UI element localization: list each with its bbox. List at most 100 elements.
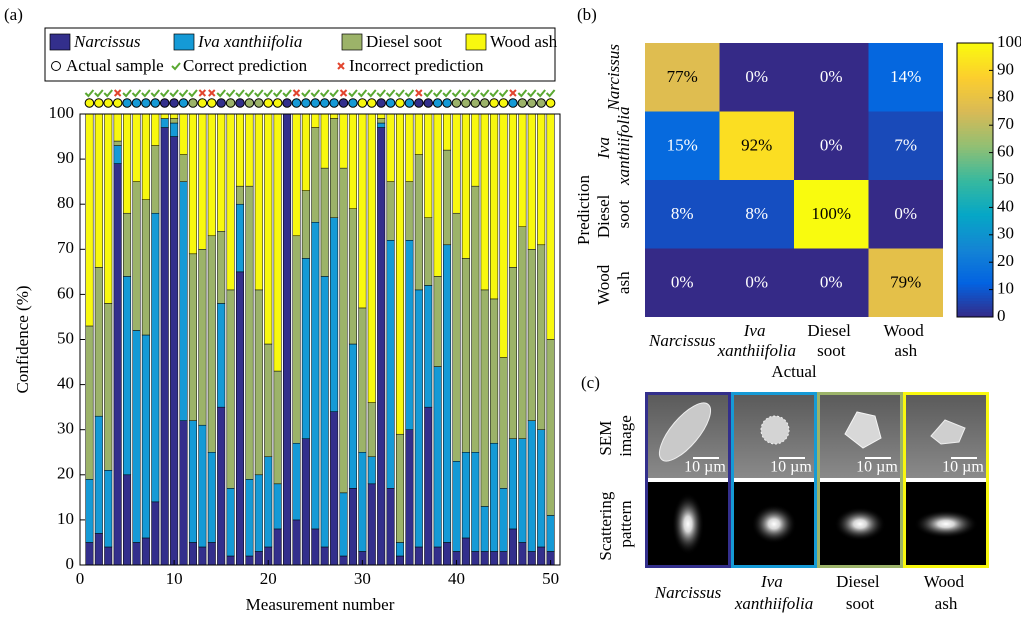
scale-bar-label: 10 µm <box>770 459 812 476</box>
scatter-glow <box>752 504 797 543</box>
bar-segment <box>547 515 555 551</box>
bar-segment <box>217 231 225 303</box>
actual-sample <box>123 99 132 108</box>
scale-bar-label: 10 µm <box>942 459 984 476</box>
bar-segment <box>481 551 489 565</box>
bar-segment <box>152 213 160 502</box>
actual-sample <box>160 99 169 108</box>
bar-segment <box>321 547 329 565</box>
scale-bar-label: 10 µm <box>684 459 726 476</box>
bar-segment <box>246 114 254 186</box>
bar-segment <box>180 182 188 421</box>
bar-segment <box>415 155 423 290</box>
y-tick-label: 20 <box>57 464 74 483</box>
bar-segment <box>152 114 160 146</box>
bar-segment <box>189 542 197 565</box>
figure: (a) (b) (c) 0102030405060708090100010203… <box>0 0 1021 617</box>
bar-segment <box>406 182 414 241</box>
y-tick-label: 10 <box>57 509 74 528</box>
actual-sample <box>452 99 461 108</box>
actual-sample <box>302 99 311 108</box>
bar-segment <box>472 551 480 565</box>
y-tick-label: 50 <box>57 328 74 347</box>
legend-swatch <box>342 34 362 50</box>
bar-segment <box>236 186 244 204</box>
actual-sample <box>462 99 471 108</box>
bar-segment <box>387 240 395 488</box>
bar-segment <box>490 114 498 299</box>
actual-sample <box>198 99 207 108</box>
bar-segment <box>387 114 395 182</box>
actual-sample <box>236 99 245 108</box>
bar-segment <box>424 407 432 565</box>
bar-segment <box>424 114 432 218</box>
legend-label: Correct prediction <box>183 56 308 75</box>
bar-segment <box>170 114 178 119</box>
bar-segment <box>443 542 451 565</box>
bar-segment <box>180 155 188 182</box>
bar-segment <box>114 114 122 141</box>
bar-segment <box>443 150 451 245</box>
bar-segment <box>528 249 536 420</box>
cell-label: 14% <box>890 67 921 86</box>
actual-sample <box>85 99 94 108</box>
bar-segment <box>349 114 357 209</box>
bar-segment <box>208 236 216 452</box>
bar-segment <box>472 114 480 186</box>
actual-sample <box>217 99 226 108</box>
actual-sample <box>170 99 179 108</box>
legend-label: Diesel soot <box>366 32 442 51</box>
actual-sample <box>443 99 452 108</box>
actual-sample <box>113 99 122 108</box>
scatter-glow <box>914 510 978 538</box>
bar-segment <box>95 267 103 416</box>
y-tick-label: 90 <box>57 148 74 167</box>
bar-segment <box>161 114 169 119</box>
cell-label: 79% <box>890 273 921 292</box>
legend-label: Wood ash <box>490 32 558 51</box>
actual-sample <box>358 99 367 108</box>
bar-segment <box>500 358 508 489</box>
bar-segment <box>208 542 216 565</box>
bar-segment <box>274 371 282 484</box>
actual-sample <box>255 99 264 108</box>
bar-segment <box>547 114 555 340</box>
y-tick-label: 100 <box>49 103 75 122</box>
bar-segment <box>509 114 517 267</box>
bar-segment <box>377 119 385 124</box>
bar-segment <box>133 542 141 565</box>
bar-segment <box>500 551 508 565</box>
bar-segment <box>255 290 263 475</box>
colorbar-tick-label: 70 <box>997 114 1014 133</box>
y-axis-label: Confidence (%) <box>13 285 32 393</box>
bar-segment <box>406 240 414 429</box>
bar-segment <box>161 128 169 565</box>
actual-sample <box>104 99 113 108</box>
actual-sample <box>396 99 405 108</box>
bar-segment <box>424 218 432 286</box>
bar-segment <box>123 276 131 474</box>
bar-segment <box>123 114 131 213</box>
scatter-glow <box>834 507 885 541</box>
bar-segment <box>462 538 470 565</box>
bar-segment <box>443 245 451 543</box>
actual-sample <box>207 99 216 108</box>
bar-segment <box>199 114 207 249</box>
cell-label: 8% <box>745 204 768 223</box>
bar-segment <box>133 182 141 331</box>
colorbar-tick-label: 60 <box>997 142 1014 161</box>
legend-label: Narcissus <box>73 32 141 51</box>
bar-segment <box>255 475 263 552</box>
legend-swatch <box>174 34 194 50</box>
cell-label: 7% <box>894 136 917 155</box>
bar-segment <box>86 542 94 565</box>
bar-segment <box>274 114 282 371</box>
bar-segment <box>293 236 301 443</box>
bar-segment <box>462 258 470 452</box>
actual-sample <box>292 99 301 108</box>
bar-segment <box>104 303 112 470</box>
bar-segment <box>490 299 498 443</box>
actual-sample <box>546 99 555 108</box>
bar-segment <box>321 168 329 276</box>
bar-segment <box>528 421 536 552</box>
